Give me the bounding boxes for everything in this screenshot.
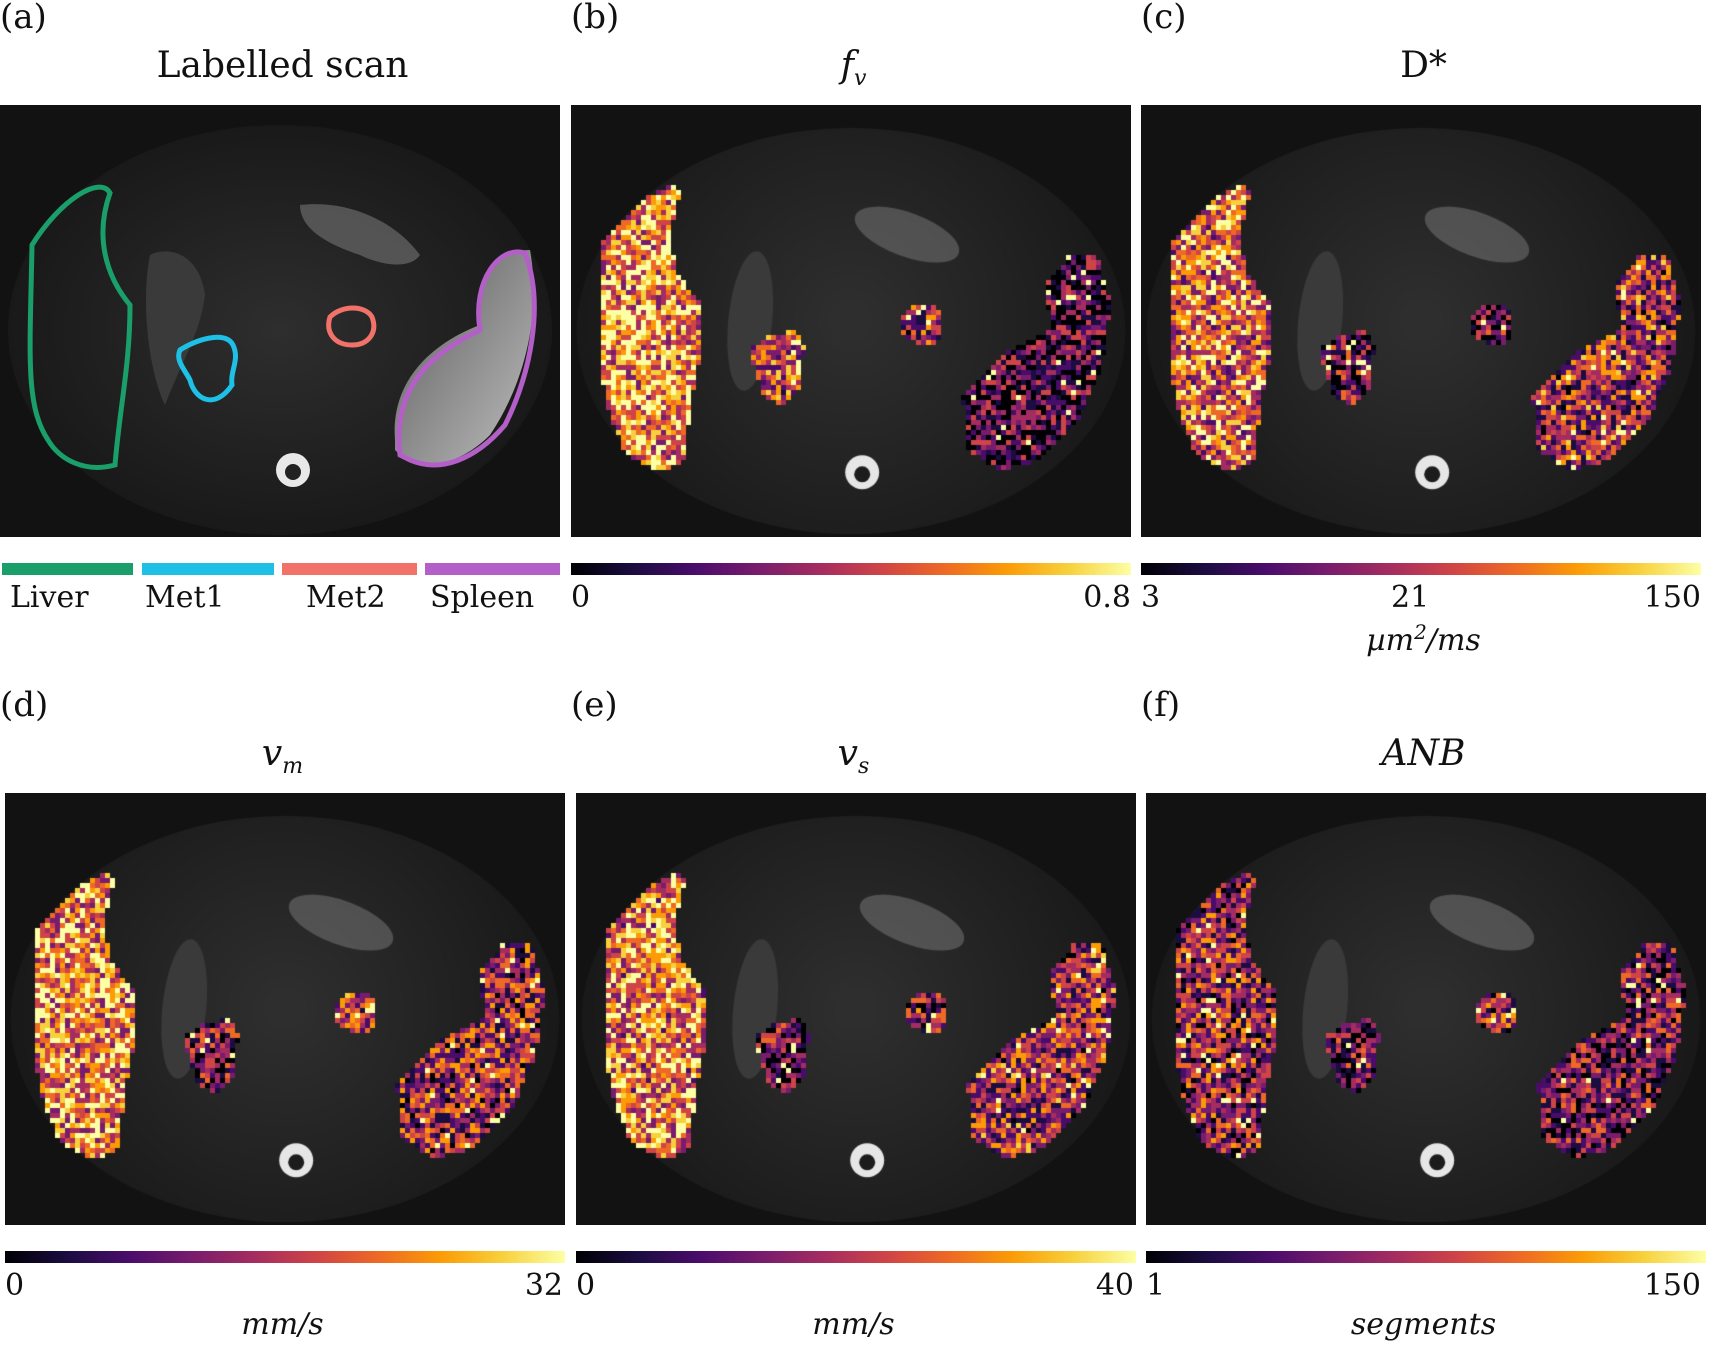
panel-label: (e) [571, 685, 618, 725]
legend-label-met1: Met1 [145, 580, 225, 615]
colorbar-unit: µm2/ms [1366, 620, 1481, 658]
legend-label-met2: Met2 [306, 580, 386, 615]
vm-colorbar [5, 1251, 565, 1263]
met2-contour [326, 305, 377, 348]
panel-title: fv [840, 45, 867, 92]
panel-f: (f) ANB 1 150 segments [1141, 688, 1706, 1368]
colorbar-min: 3 [1141, 580, 1161, 615]
colorbar-unit: mm/s [241, 1307, 324, 1342]
panel-label: (f) [1141, 685, 1181, 725]
vm-map-image [5, 793, 565, 1225]
panel-e: (e) vs 0 40 mm/s [571, 688, 1136, 1368]
colorbar-max: 40 [1095, 1268, 1134, 1303]
anb-colorbar [1146, 1251, 1706, 1263]
legend-swatch-met1 [142, 563, 274, 575]
colorbar-mid: 21 [1391, 580, 1430, 615]
spleen-contour [396, 249, 537, 468]
panel-title: vm [261, 733, 304, 780]
dstar-map-image [1141, 105, 1701, 537]
labelled-scan-image [0, 105, 560, 537]
colorbar-max: 150 [1643, 580, 1701, 615]
panel-d: (d) vm 0 32 mm/s [0, 688, 565, 1368]
panel-label: (c) [1141, 0, 1187, 37]
legend-swatch-spleen [425, 563, 560, 575]
parameter-map-canvas [5, 793, 565, 1225]
colorbar-max: 150 [1643, 1268, 1701, 1303]
met1-contour [176, 334, 239, 403]
panel-title: ANB [1381, 733, 1466, 774]
fv-colorbar [571, 563, 1131, 575]
colorbar-min: 1 [1146, 1268, 1166, 1303]
colorbar-min: 0 [5, 1268, 25, 1303]
legend-label-spleen: Spleen [430, 580, 535, 615]
liver-contour [27, 184, 133, 470]
parameter-map-canvas [1141, 105, 1701, 537]
panel-title: vs [837, 733, 870, 780]
parameter-map-canvas [576, 793, 1136, 1225]
colorbar-min: 0 [571, 580, 591, 615]
parameter-map-canvas [1146, 793, 1706, 1225]
colorbar-max: 32 [524, 1268, 563, 1303]
legend-label-liver: Liver [10, 580, 89, 615]
panel-label: (d) [0, 685, 49, 725]
colorbar-unit: mm/s [812, 1307, 895, 1342]
vs-colorbar [576, 1251, 1136, 1263]
legend-swatch-met2 [282, 563, 417, 575]
panel-title: D* [1400, 45, 1447, 86]
colorbar-unit: segments [1350, 1307, 1497, 1342]
panel-b: (b) fv 0 0.8 [571, 0, 1136, 680]
fv-map-image [571, 105, 1131, 537]
anb-map-image [1146, 793, 1706, 1225]
colorbar-max: 0.8 [1083, 580, 1131, 615]
legend-swatch-liver [2, 563, 133, 575]
panel-a: (a) Labelled scan Liver Met1 [0, 0, 565, 680]
panel-c: (c) D* 3 21 150 µm2/ms [1141, 0, 1706, 680]
panel-title: Labelled scan [156, 45, 409, 86]
vs-map-image [576, 793, 1136, 1225]
parameter-map-canvas [571, 105, 1131, 537]
panel-label: (b) [571, 0, 620, 37]
panel-label: (a) [0, 0, 47, 37]
colorbar-min: 0 [576, 1268, 596, 1303]
dstar-colorbar [1141, 563, 1701, 575]
